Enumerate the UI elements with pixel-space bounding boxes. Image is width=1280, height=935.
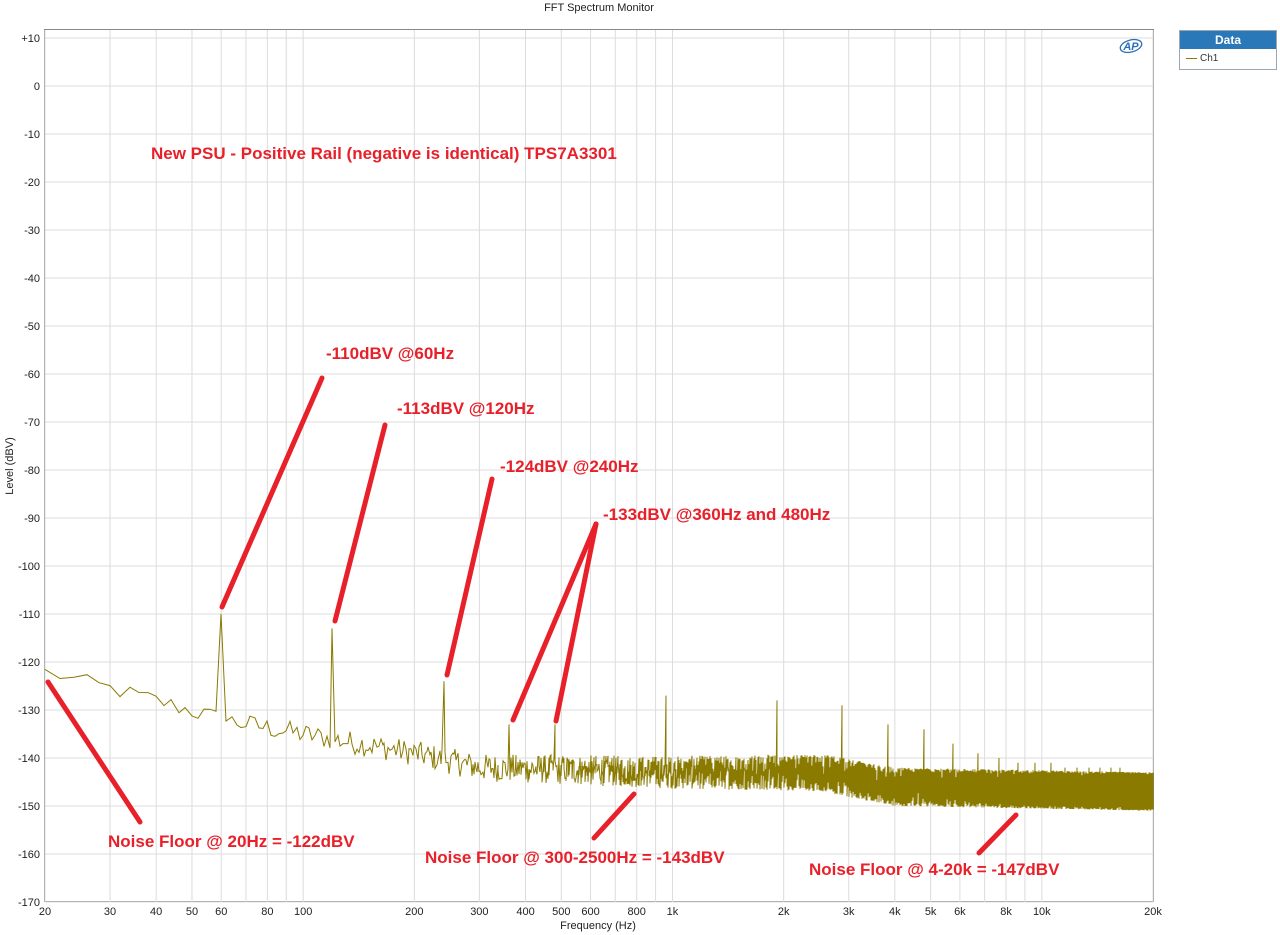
x-tick-label: 6k [954,906,966,918]
x-tick-label: 1k [667,906,679,918]
callout-line [553,521,599,724]
y-tick-label: -70 [24,417,40,429]
x-tick-label: 8k [1000,906,1012,918]
callout-line [219,375,325,610]
x-axis-label: Frequency (Hz) [560,920,636,932]
y-tick-label: -80 [24,465,40,477]
x-tick-label: 200 [405,906,423,918]
annotation-240hz: -124dBV @240Hz [500,457,638,476]
y-tick-label: -40 [24,273,40,285]
x-tick-label: 100 [294,906,312,918]
annotation-noise-mid: Noise Floor @ 300-2500Hz = -143dBV [425,848,725,867]
y-tick-label: +10 [21,33,40,45]
annotation-noise-20hz: Noise Floor @ 20Hz = -122dBV [108,832,355,851]
chart-title: FFT Spectrum Monitor [544,2,654,14]
x-tick-label: 500 [552,906,570,918]
callout-lines [45,375,1019,856]
x-tick-label: 4k [889,906,901,918]
series-ch1-line [44,613,1154,811]
callout-line [332,422,388,624]
x-tick-labels: 20 30 40 50 60 80 100 200 300 400 500 600 800 1k 2k 3k 4… [39,906,1162,918]
x-tick-label: 400 [516,906,534,918]
annotation-60hz: -110dBV @60Hz [326,344,454,363]
y-tick-label: 0 [34,81,40,93]
x-tick-label: 5k [925,906,937,918]
x-tick-label: 3k [843,906,855,918]
legend-label: Ch1 [1200,53,1219,64]
callout-line [510,521,599,723]
y-tick-label: -140 [18,753,40,765]
ap-logo-text: AP [1122,41,1139,53]
x-tick-label: 800 [628,906,646,918]
plot-area [44,29,1154,902]
callout-line [444,476,495,678]
y-tick-label: -110 [19,609,40,621]
y-tick-label: -160 [18,849,40,861]
x-tick-label: 40 [150,906,162,918]
series-ch1 [44,613,1154,811]
ap-logo: AP [1119,38,1143,54]
y-tick-label: -10 [24,129,40,141]
x-tick-label: 30 [104,906,116,918]
x-tick-label: 2k [778,906,790,918]
y-tick-label: -60 [24,369,40,381]
y-tick-label: -130 [18,705,40,717]
legend-title: Data [1180,31,1276,49]
y-tick-label: -50 [24,321,40,333]
y-tick-label: -170 [18,897,40,909]
y-tick-label: -100 [18,561,40,573]
legend-swatch [1186,58,1197,59]
annotation-120hz: -113dBV @120Hz [397,399,535,418]
y-tick-labels: +10 0 -10 -20 -30 -40 -50 -60 -70 -80 -90 -100 -110 -… [18,33,40,909]
y-tick-label: -90 [24,513,40,525]
y-tick-label: -20 [24,177,40,189]
grid-lines [44,30,1154,903]
y-axis-label: Level (dBV) [4,437,16,494]
y-tick-label: -120 [18,657,40,669]
y-tick-label: -150 [18,801,40,813]
annotation-noise-high: Noise Floor @ 4-20k = -147dBV [809,860,1060,879]
callout-line [591,791,637,841]
x-tick-label: 50 [186,906,198,918]
annotation-360-480hz: -133dBV @360Hz and 480Hz [603,505,830,524]
x-tick-label: 20k [1144,906,1162,918]
x-tick-label: 300 [470,906,488,918]
y-tick-label: -30 [24,225,40,237]
x-tick-label: 10k [1033,906,1051,918]
callout-line [45,679,143,825]
x-tick-label: 20 [39,906,51,918]
legend-item-ch1: Ch1 [1180,49,1276,68]
legend: Data Ch1 [1179,30,1277,70]
annotation-psu-title: New PSU - Positive Rail (negative is ide… [151,144,617,163]
x-tick-label: 80 [261,906,273,918]
callout-line [976,812,1019,856]
x-tick-label: 60 [215,906,227,918]
x-tick-label: 600 [581,906,599,918]
annotations: New PSU - Positive Rail (negative is ide… [108,144,1060,879]
